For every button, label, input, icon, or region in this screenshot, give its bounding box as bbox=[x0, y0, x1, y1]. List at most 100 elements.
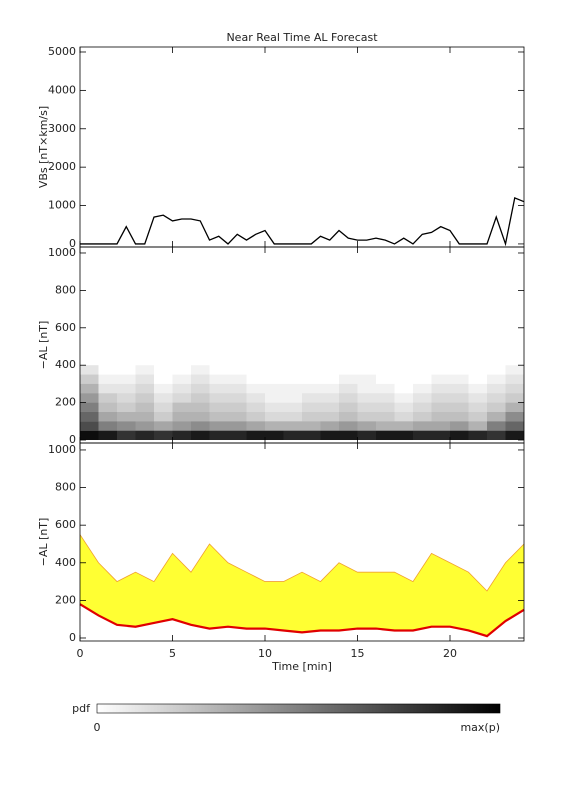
y-tick-label: 200 bbox=[55, 593, 76, 606]
pdf-cell bbox=[191, 411, 210, 422]
x-axis-label: Time [min] bbox=[271, 660, 332, 673]
axes-frame bbox=[79, 46, 525, 248]
pdf-cell bbox=[209, 393, 228, 403]
pdf-cell bbox=[247, 365, 266, 374]
pdf-cell bbox=[468, 383, 487, 394]
pdf-cell bbox=[376, 383, 395, 394]
pdf-cell bbox=[228, 421, 247, 431]
pdf-cell bbox=[80, 430, 99, 441]
pdf-cell bbox=[209, 374, 228, 384]
pdf-cell bbox=[210, 365, 229, 374]
y-axis-label: VBs [nT×km/s] bbox=[37, 106, 50, 188]
pdf-cell bbox=[394, 393, 413, 403]
pdf-cell bbox=[98, 374, 117, 384]
median-line bbox=[79, 603, 525, 638]
pdf-cell bbox=[191, 365, 210, 375]
pdf-cell bbox=[265, 411, 284, 422]
y-tick-label: 5000 bbox=[48, 45, 76, 58]
pdf-cell bbox=[284, 375, 303, 384]
pdf-cell bbox=[246, 411, 265, 422]
pdf-cell bbox=[154, 375, 173, 384]
pdf-cell bbox=[209, 430, 228, 441]
pdf-cell bbox=[432, 365, 451, 374]
pdf-cell bbox=[154, 430, 173, 441]
pdf-cell bbox=[246, 421, 265, 431]
pdf-cell bbox=[320, 421, 339, 431]
pdf-cell bbox=[117, 430, 136, 441]
pdf-cell bbox=[505, 383, 524, 394]
pdf-cell bbox=[357, 411, 376, 422]
pdf-cell bbox=[283, 383, 302, 394]
pdf-cell bbox=[431, 374, 450, 384]
pdf-cell bbox=[265, 393, 284, 403]
pdf-cell bbox=[283, 430, 302, 441]
pdf-cell bbox=[302, 421, 321, 431]
pdf-cell bbox=[191, 430, 210, 441]
pdf-cell bbox=[487, 374, 506, 384]
pdf-cell bbox=[173, 365, 192, 374]
pdf-cell bbox=[172, 411, 191, 422]
pdf-cell bbox=[468, 402, 487, 412]
pdf-cell bbox=[339, 383, 358, 394]
pdf-cell bbox=[246, 393, 265, 403]
pdf-cell bbox=[469, 365, 488, 374]
pdf-cell bbox=[413, 411, 432, 422]
pdf-cell bbox=[376, 365, 395, 374]
pdf-cell bbox=[505, 421, 524, 431]
x-tick-label: 15 bbox=[351, 647, 365, 660]
y-tick-label: 2000 bbox=[48, 160, 76, 173]
pdf-cell bbox=[98, 430, 117, 441]
colorbar-min: 0 bbox=[94, 721, 101, 734]
pdf-cell bbox=[302, 383, 321, 394]
pdf-cell bbox=[191, 374, 210, 384]
pdf-cell bbox=[320, 393, 339, 403]
vbs-line bbox=[80, 196, 525, 247]
pdf-cell bbox=[302, 430, 321, 441]
pdf-cell bbox=[80, 365, 99, 375]
pdf-cell bbox=[135, 421, 154, 431]
pdf-cell bbox=[117, 411, 136, 422]
pdf-cell bbox=[321, 375, 340, 384]
pdf-cell bbox=[135, 365, 154, 375]
pdf-cell bbox=[228, 365, 247, 374]
pdf-cell bbox=[450, 430, 469, 441]
pdf-cell bbox=[413, 430, 432, 441]
pdf-cell bbox=[431, 402, 450, 412]
pdf-cell bbox=[117, 374, 136, 384]
pdf-cell bbox=[505, 393, 524, 403]
pdf-cell bbox=[209, 411, 228, 422]
pdf-cell bbox=[302, 365, 321, 374]
pdf-cell bbox=[172, 402, 191, 412]
forecast-band bbox=[80, 534, 524, 637]
pdf-cell bbox=[505, 411, 524, 422]
colorbar-max: max(p) bbox=[460, 721, 500, 734]
x-tick-label: 0 bbox=[77, 647, 84, 660]
pdf-cell bbox=[487, 402, 506, 412]
pdf-cell bbox=[376, 375, 395, 384]
pdf-cell bbox=[80, 402, 99, 412]
pdf-cell bbox=[117, 393, 136, 403]
pdf-cell bbox=[376, 393, 395, 403]
pdf-cell bbox=[191, 393, 210, 403]
pdf-cell bbox=[154, 421, 173, 431]
pdf-cell bbox=[468, 411, 487, 422]
pdf-cell bbox=[99, 365, 118, 374]
pdf-cell bbox=[395, 384, 414, 393]
pdf-cell bbox=[228, 430, 247, 441]
pdf-cell bbox=[80, 421, 99, 431]
y-tick-label: 3000 bbox=[48, 122, 76, 135]
x-tick-label: 20 bbox=[443, 647, 457, 660]
y-axis-label: −AL [nT] bbox=[37, 321, 50, 370]
pdf-cell bbox=[302, 411, 321, 422]
pdf-cell bbox=[339, 374, 358, 384]
pdf-cell bbox=[172, 430, 191, 441]
pdf-cell bbox=[283, 393, 302, 403]
pdf-cell bbox=[505, 430, 524, 441]
pdf-cell bbox=[376, 411, 395, 422]
pdf-cell bbox=[302, 393, 321, 403]
pdf-cell bbox=[191, 402, 210, 412]
pdf-cell bbox=[339, 411, 358, 422]
pdf-cell bbox=[487, 411, 506, 422]
pdf-cell bbox=[450, 393, 469, 403]
pdf-cell bbox=[413, 402, 432, 412]
